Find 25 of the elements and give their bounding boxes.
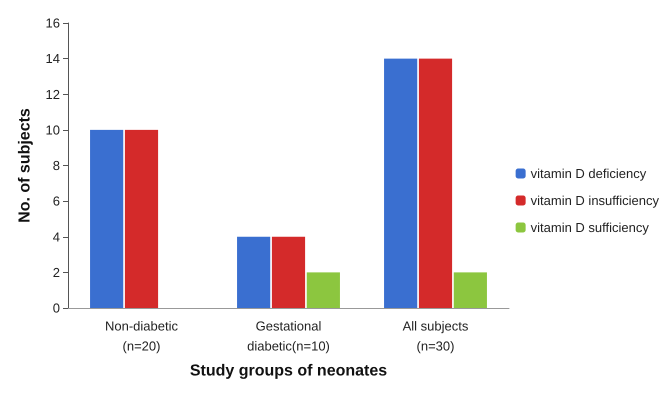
bar [454, 272, 487, 308]
bar [306, 272, 340, 308]
y-tick-label: 4 [52, 229, 60, 244]
legend-label: vitamin D deficiency [530, 166, 647, 181]
y-tick-label: 14 [46, 51, 60, 66]
y-tick-label: 0 [52, 300, 60, 316]
bar [124, 130, 158, 308]
bar [272, 236, 306, 308]
x-tick-label: Gestational diabetic(n=10) [247, 318, 330, 354]
x-tick-label: All subjects (n=30) [402, 318, 469, 354]
y-tick-label: 8 [52, 158, 60, 173]
bar [90, 130, 124, 308]
y-tick-label: 12 [46, 86, 60, 102]
legend-label: vitamin D sufficiency [530, 220, 650, 235]
y-axis-title: No. of subjects [16, 108, 34, 223]
bar [384, 58, 418, 308]
x-axis-title: Study groups of neonates [190, 362, 388, 380]
bar [418, 58, 452, 308]
x-tick-label: Non-diabetic (n=20) [105, 318, 178, 354]
y-tick-label: 16 [46, 16, 60, 30]
y-tick-label: 10 [46, 122, 60, 138]
bar [237, 236, 270, 308]
y-tick-label: 2 [52, 264, 60, 280]
legend-label: vitamin D insufficiency [530, 193, 660, 208]
y-tick-label: 6 [52, 194, 60, 209]
